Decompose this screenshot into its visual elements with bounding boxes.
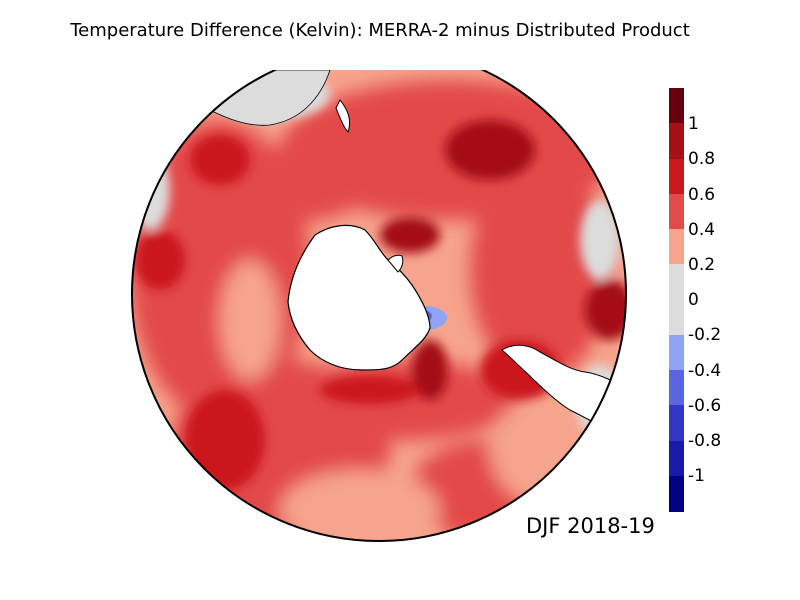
neutral-region bbox=[132, 150, 170, 230]
map-boundary bbox=[131, 70, 627, 542]
neutral-region bbox=[580, 200, 620, 280]
colorbar-label: -0.8 bbox=[688, 431, 722, 451]
colorbar-label: -0.2 bbox=[688, 325, 722, 345]
colorbar-label: -0.4 bbox=[688, 361, 722, 381]
colorbar bbox=[669, 88, 684, 512]
colorbar-segment bbox=[669, 370, 684, 406]
colorbar-label: 0.4 bbox=[688, 220, 716, 240]
colorbar-label: 0.8 bbox=[688, 149, 716, 169]
colorbar-label: -1 bbox=[688, 466, 705, 486]
antarctica-landmass bbox=[287, 224, 431, 371]
colorbar-label: 0.2 bbox=[688, 255, 716, 275]
weak-region bbox=[280, 470, 440, 541]
map-title: Temperature Difference (Kelvin): MERRA-2… bbox=[70, 20, 690, 41]
warm-region bbox=[470, 160, 610, 380]
season-label: DJF 2018-19 bbox=[526, 514, 655, 538]
colorbar-segment bbox=[669, 475, 684, 512]
strong-warm-region bbox=[412, 340, 448, 400]
south-polar-map bbox=[131, 70, 627, 542]
colorbar-segment bbox=[669, 123, 684, 159]
strong-warm-region bbox=[445, 120, 535, 180]
colorbar-segment bbox=[669, 158, 684, 195]
colorbar-segment bbox=[669, 264, 684, 300]
strong-warm-region bbox=[320, 376, 420, 404]
colorbar-label: 0 bbox=[688, 290, 699, 310]
strong-warm-region bbox=[585, 280, 626, 340]
colorbar-segment bbox=[669, 299, 684, 336]
strong-warm-region bbox=[380, 217, 440, 253]
strong-warm-region bbox=[190, 135, 250, 185]
colorbar-segment bbox=[669, 405, 684, 441]
colorbar-label: 0.6 bbox=[688, 185, 716, 205]
colorbar-label: 1 bbox=[688, 114, 699, 134]
weak-region bbox=[490, 390, 626, 510]
colorbar-segment bbox=[669, 440, 684, 477]
strong-warm-region bbox=[135, 230, 185, 290]
colorbar-segment bbox=[669, 88, 684, 124]
colorbar-segment bbox=[669, 334, 684, 371]
warm-region bbox=[250, 140, 370, 220]
antarctic-peninsula bbox=[387, 254, 404, 273]
new-zealand bbox=[335, 99, 351, 133]
colorbar-label: -0.6 bbox=[688, 396, 722, 416]
strong-warm-region bbox=[185, 390, 265, 490]
weak-region bbox=[220, 260, 280, 380]
colorbar-segment bbox=[669, 229, 684, 265]
colorbar-segment bbox=[669, 193, 684, 230]
